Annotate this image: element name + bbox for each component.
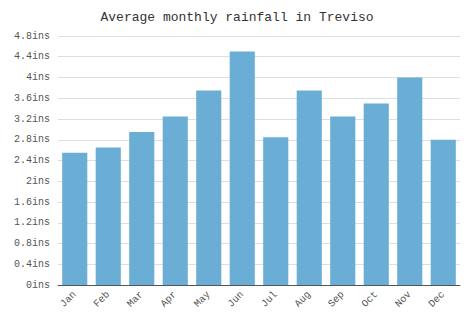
svg-text:Feb: Feb [92,289,112,309]
svg-text:1.2ins: 1.2ins [14,217,50,228]
svg-text:Apr: Apr [159,289,179,309]
svg-text:Average monthly rainfall in Tr: Average monthly rainfall in Treviso [100,10,373,25]
svg-text:Aug: Aug [293,289,313,309]
svg-text:2.8ins: 2.8ins [14,134,50,145]
svg-text:4.4ins: 4.4ins [14,51,50,62]
svg-text:4.8ins: 4.8ins [14,31,50,42]
svg-text:2.4ins: 2.4ins [14,155,50,166]
svg-text:Oct: Oct [360,289,380,309]
svg-text:4ins: 4ins [26,72,50,83]
svg-text:Dec: Dec [427,289,447,309]
svg-text:Sep: Sep [326,289,346,309]
svg-text:0ins: 0ins [26,280,50,291]
svg-text:May: May [192,289,212,309]
svg-text:Jan: Jan [58,289,78,309]
svg-text:Nov: Nov [393,289,413,309]
svg-text:Jul: Jul [259,289,279,309]
svg-text:Mar: Mar [125,289,145,309]
svg-text:0.8ins: 0.8ins [14,238,50,249]
svg-text:3.6ins: 3.6ins [14,93,50,104]
svg-text:0.4ins: 0.4ins [14,259,50,270]
svg-text:3.2ins: 3.2ins [14,114,50,125]
svg-text:1.6ins: 1.6ins [14,197,50,208]
svg-text:Jun: Jun [226,289,246,309]
svg-text:2ins: 2ins [26,176,50,187]
